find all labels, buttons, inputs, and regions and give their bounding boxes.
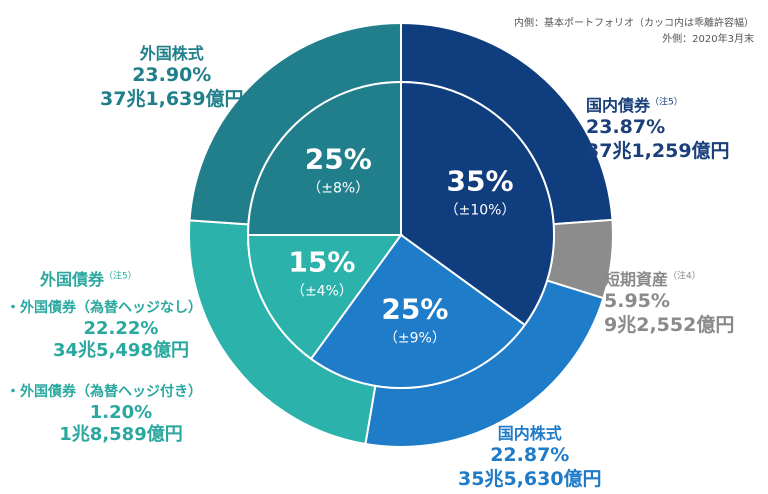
label-short-term-assets-name: 短期資産 <box>604 270 669 289</box>
label-domestic-bonds-amount: 37兆1,259億円 <box>586 139 730 162</box>
label-domestic-bonds: 国内債券（注5） 23.87% 37兆1,259億円 <box>586 96 730 164</box>
inner-labels: 35% （±10%） 25% （±9%） 15% （±4%） 25% （±8%） <box>288 142 515 346</box>
inner-slice-3-percent: 25% <box>305 142 372 175</box>
inner-slice-3-band: （±8%） <box>307 180 369 196</box>
label-foreign-bonds-unhedged: ・外国債券（為替ヘッジなし） 22.22% 34兆5,498億円 <box>6 300 236 363</box>
label-short-term-assets-note: （注4） <box>668 271 701 282</box>
label-foreign-bonds-unhedged-value: 22.22% <box>83 317 159 339</box>
label-foreign-bonds-unhedged-amount: 34兆5,498億円 <box>53 340 189 361</box>
label-foreign-bonds-note: （注5） <box>104 271 137 282</box>
label-domestic-bonds-note: （注5） <box>650 97 683 108</box>
label-short-term-assets-amount: 9兆2,552億円 <box>604 313 735 336</box>
label-short-term-assets: 短期資産（注4） 5.95% 9兆2,552億円 <box>604 270 734 338</box>
label-foreign-bonds: 外国債券（注5） <box>40 270 137 290</box>
inner-slice-1-percent: 25% <box>381 293 448 326</box>
inner-slice-2-band: （±4%） <box>291 283 353 299</box>
label-foreign-equities-amount: 37兆1,639億円 <box>100 87 244 110</box>
inner-slice-0-percent: 35% <box>447 165 514 198</box>
label-foreign-equities: 外国株式 23.90% 37兆1,639億円 <box>100 44 244 112</box>
inner-ring <box>246 80 555 389</box>
inner-slice-1 <box>309 233 527 389</box>
label-foreign-equities-name: 外国株式 <box>139 44 204 63</box>
label-foreign-equities-value: 23.90% <box>132 64 212 86</box>
label-foreign-bonds-hedged-name: ・外国債券（為替ヘッジ付き） <box>6 384 202 400</box>
label-foreign-bonds-hedged-value: 1.20% <box>89 401 153 423</box>
label-domestic-equities-value: 22.87% <box>490 444 570 466</box>
inner-slice-1-band: （±9%） <box>384 331 446 347</box>
legend-note-outer: 外側：2020年3月末 <box>662 34 754 45</box>
label-domestic-equities: 国内株式 22.87% 35兆5,630億円 <box>458 424 602 492</box>
label-foreign-bonds-unhedged-name: ・外国債券（為替ヘッジなし） <box>6 300 202 316</box>
inner-slice-3 <box>246 80 402 236</box>
label-domestic-equities-amount: 35兆5,630億円 <box>458 467 602 490</box>
inner-slice-0-band: （±10%） <box>445 203 516 219</box>
label-domestic-equities-name: 国内株式 <box>497 424 562 443</box>
label-domestic-bonds-value: 23.87% <box>586 116 666 138</box>
inner-slice-2-percent: 15% <box>288 245 355 278</box>
label-foreign-bonds-hedged-amount: 1兆8,589億円 <box>59 424 183 445</box>
inner-slice-0 <box>400 80 555 327</box>
label-domestic-bonds-name: 国内債券 <box>586 96 651 115</box>
label-foreign-bonds-name: 外国債券 <box>40 270 105 289</box>
label-foreign-bonds-hedged: ・外国債券（為替ヘッジ付き） 1.20% 1兆8,589億円 <box>6 384 236 447</box>
label-short-term-assets-value: 5.95% <box>604 290 670 312</box>
inner-slice-2 <box>246 234 403 361</box>
legend-note-inner: 内側：基本ポートフォリオ（カッコ内は乖離許容幅） <box>514 18 754 29</box>
